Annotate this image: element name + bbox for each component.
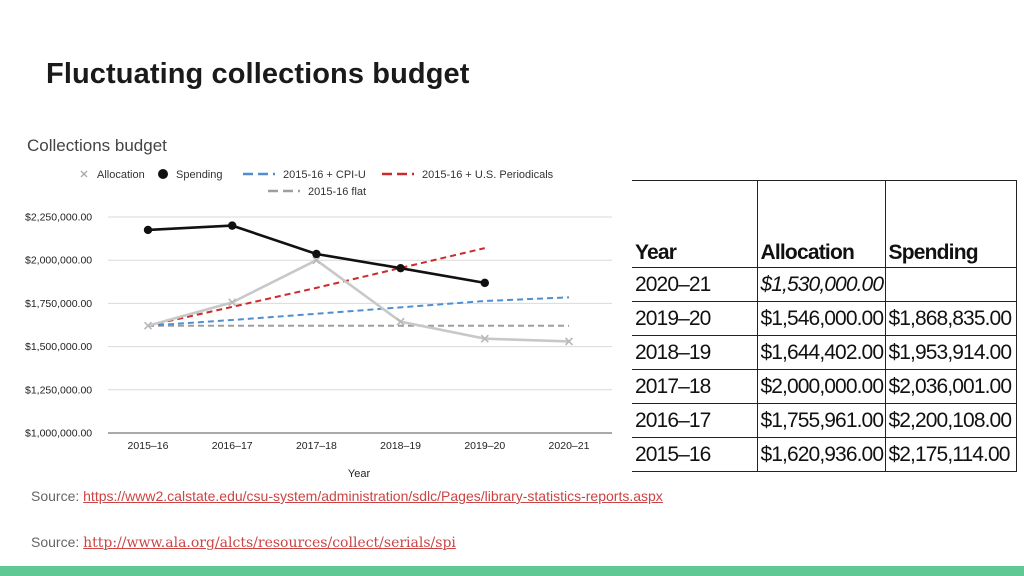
source-ala: Source: http://www.ala.org/alcts/resourc… bbox=[31, 534, 456, 551]
cell-spending bbox=[884, 267, 1017, 302]
x-tick-label: 2016–17 bbox=[212, 440, 253, 452]
series-line-2015-16-cpi-u bbox=[147, 296, 570, 327]
y-tick-label: $2,250,000.00 bbox=[25, 212, 92, 224]
cell-year: 2020–21 bbox=[632, 267, 758, 302]
cell-year: 2019–20 bbox=[632, 301, 758, 336]
x-tick-label: 2017–18 bbox=[296, 440, 337, 452]
spending-point bbox=[143, 225, 153, 235]
bottom-accent-bar bbox=[0, 566, 1024, 576]
y-tick-label: $1,250,000.00 bbox=[25, 384, 92, 396]
series-line-2015-16-u-s-periodicals bbox=[147, 247, 486, 327]
legend-label: Allocation bbox=[97, 169, 145, 181]
cell-spending: $1,953,914.00 bbox=[884, 335, 1017, 370]
collections-budget-chart: Collections budget Allocation Spending 201… bbox=[25, 136, 612, 480]
table-row: 2018–19 $1,644,402.00 $1,953,914.00 bbox=[632, 335, 1017, 370]
y-tick-label: $1,750,000.00 bbox=[25, 298, 92, 310]
cell-year: 2017–18 bbox=[632, 369, 758, 404]
table-row: 2017–18 $2,000,000.00 $2,036,001.00 bbox=[632, 369, 1017, 404]
legend-label: Spending bbox=[176, 169, 223, 181]
cell-allocation: $1,530,000.00 bbox=[756, 267, 886, 302]
source-csu: Source: https://www2.calstate.edu/csu-sy… bbox=[31, 488, 663, 504]
allocation-point bbox=[228, 298, 237, 307]
x-axis-label: Year bbox=[348, 468, 371, 480]
source-link-ala[interactable]: http://www.ala.org/alcts/resources/colle… bbox=[83, 535, 456, 551]
series-line-allocation bbox=[147, 258, 570, 343]
source-link-csu[interactable]: https://www2.calstate.edu/csu-system/adm… bbox=[83, 488, 663, 504]
legend-label: 2015-16 + CPI-U bbox=[283, 169, 366, 181]
x-tick-label: 2018–19 bbox=[380, 440, 421, 452]
allocation-point bbox=[480, 334, 489, 343]
chart-legend: Allocation Spending 2015-16 + CPI-U 2015-16… bbox=[80, 169, 554, 198]
cell-allocation: $1,620,936.00 bbox=[756, 437, 886, 472]
cell-spending: $1,868,835.00 bbox=[884, 301, 1017, 336]
legend-item: 2015-16 flat bbox=[268, 186, 366, 198]
legend-label: 2015-16 flat bbox=[308, 186, 366, 198]
x-tick-label: 2020–21 bbox=[549, 440, 590, 452]
x-tick-label: 2019–20 bbox=[464, 440, 505, 452]
cell-year: 2016–17 bbox=[632, 403, 758, 438]
allocation-point bbox=[564, 337, 574, 346]
table-row: 2020–21 $1,530,000.00 bbox=[632, 267, 1017, 302]
x-tick-label: 2015–16 bbox=[128, 440, 169, 452]
allocation-point bbox=[312, 256, 321, 265]
legend-item: Spending bbox=[158, 169, 223, 181]
chart-series bbox=[143, 221, 574, 346]
legend-swatch bbox=[158, 169, 168, 179]
table-row: 2016–17 $1,755,961.00 $2,200,108.00 bbox=[632, 403, 1017, 438]
allocation-point bbox=[396, 317, 405, 326]
source-label: Source: bbox=[31, 534, 84, 550]
legend-item: 2015-16 + CPI-U bbox=[243, 169, 366, 181]
legend-label: 2015-16 + U.S. Periodicals bbox=[422, 169, 554, 181]
y-axis-ticks: $1,000,000.00 $1,250,000.00 $1,500,000.00 $… bbox=[25, 212, 92, 440]
y-tick-label: $2,000,000.00 bbox=[25, 255, 92, 267]
chart-title: Collections budget bbox=[27, 136, 167, 155]
legend-item: 2015-16 + U.S. Periodicals bbox=[382, 169, 554, 181]
cell-spending: $2,200,108.00 bbox=[884, 403, 1017, 438]
cell-allocation: $1,755,961.00 bbox=[756, 403, 886, 438]
cell-spending: $2,036,001.00 bbox=[884, 369, 1017, 404]
cell-year: 2018–19 bbox=[632, 335, 758, 370]
header-spending: Spending bbox=[884, 180, 1017, 268]
slide-title: Fluctuating collections budget bbox=[46, 58, 470, 90]
cell-allocation: $2,000,000.00 bbox=[756, 369, 886, 404]
y-tick-label: $1,500,000.00 bbox=[25, 341, 92, 353]
legend-item: Allocation bbox=[80, 169, 145, 181]
cell-allocation: $1,546,000.00 bbox=[756, 301, 886, 336]
table-row: 2019–20 $1,546,000.00 $1,868,835.00 bbox=[632, 301, 1017, 336]
header-allocation: Allocation bbox=[756, 180, 886, 268]
header-year: Year bbox=[632, 180, 758, 268]
cell-allocation: $1,644,402.00 bbox=[756, 335, 886, 370]
y-tick-label: $1,000,000.00 bbox=[25, 428, 92, 440]
spending-point bbox=[228, 221, 237, 230]
x-axis-ticks: 2015–16 2016–17 2017–18 2018–19 2019–20 2020–… bbox=[128, 440, 590, 452]
spending-point bbox=[312, 249, 321, 259]
spending-point bbox=[480, 278, 489, 288]
cell-year: 2015–16 bbox=[632, 437, 758, 472]
allocation-point bbox=[143, 321, 153, 330]
spending-point bbox=[396, 263, 405, 273]
table-row: 2015–16 $1,620,936.00 $2,175,114.00 bbox=[632, 437, 1017, 472]
budget-table: Year Allocation Spending 2020–21 $1,530,… bbox=[632, 180, 1017, 472]
table-header-row: Year Allocation Spending bbox=[632, 180, 1017, 268]
cell-spending: $2,175,114.00 bbox=[884, 437, 1017, 472]
source-label: Source: bbox=[31, 488, 84, 504]
